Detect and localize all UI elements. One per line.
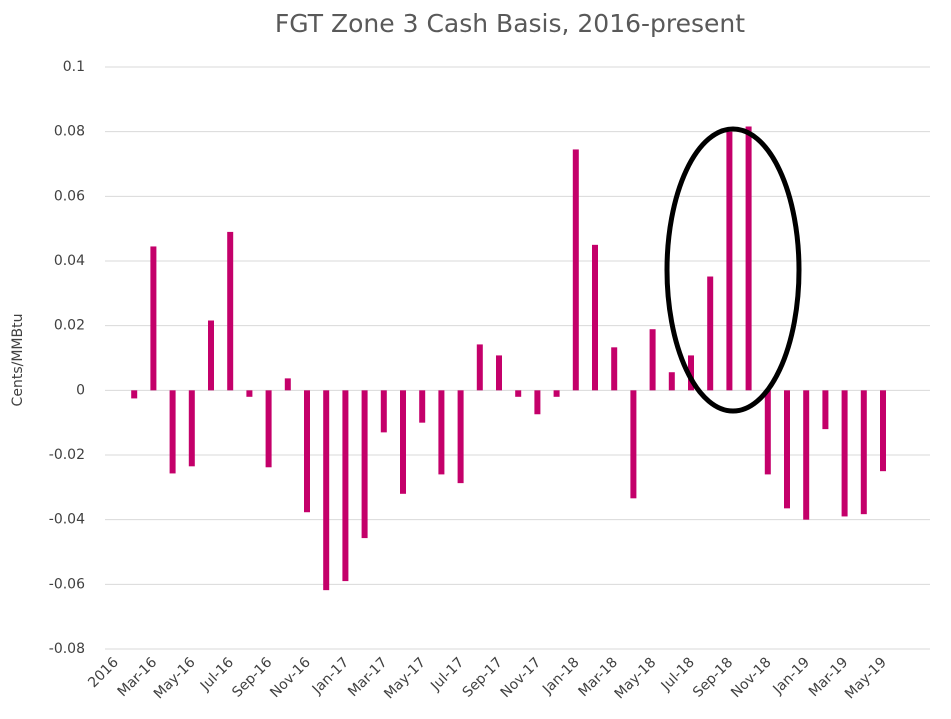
bar [457,390,464,484]
bar [169,390,176,474]
bar [323,390,330,591]
x-tick-label: Nov-16 [267,654,314,701]
bar [668,372,675,391]
x-tick-label: Nov-18 [728,655,775,702]
x-tick-label: Sep-16 [229,654,275,700]
bar [553,390,560,397]
highlight-ellipse [664,126,802,414]
y-tick-label: 0.04 [54,253,85,269]
bar [841,390,848,517]
bar [880,390,886,472]
bar [400,390,406,494]
bar [208,320,214,391]
bar [284,378,291,391]
y-tick-label: 0.1 [63,59,85,75]
x-tick-label: 2016 [85,654,122,691]
bar [150,246,157,391]
bar [784,390,790,509]
bar [438,390,445,475]
x-tick-label: May-16 [151,654,199,702]
bar [476,344,483,391]
y-axis-label: Cents/MMBtu [10,314,26,407]
x-tick-label: May-17 [381,655,429,703]
y-tick-label: 0 [76,382,85,398]
y-tick-label: 0.06 [54,188,85,204]
bar [707,276,714,391]
bar [227,231,234,391]
bar [342,390,349,582]
x-tick-label: May-18 [612,655,660,703]
bar [246,390,253,397]
x-tick-label: May-19 [842,655,890,703]
y-tick-label: -0.04 [49,512,85,528]
plot-area: -0.08 -0.06 -0.04 -0.02 0 0.02 0.04 0.06 0.08 0.1… [49,59,930,702]
bar [361,390,368,539]
bar [188,390,195,467]
bar [688,355,694,391]
bar [265,390,272,468]
bar [380,390,387,433]
bar [534,390,541,415]
bar [572,149,579,391]
x-tick-label: Jan-17 [309,655,352,698]
y-tick-label: -0.08 [49,641,85,657]
bar [419,390,426,423]
y-tick-label: -0.06 [49,576,85,592]
bar [649,329,656,391]
y-tick-label: 0.02 [54,318,85,334]
bar [764,390,771,475]
bar [860,390,867,515]
bar [515,390,522,397]
bar [592,244,598,391]
y-tick-label: -0.02 [49,447,85,463]
bar [131,390,138,399]
x-tick-label: Jan-19 [770,655,813,698]
x-tick-label: Nov-17 [498,655,545,702]
y-tick-label: 0.08 [54,124,85,140]
bar [630,390,637,499]
bar [822,390,829,430]
bar [745,126,752,391]
bar [726,131,733,391]
x-tick-label: Sep-18 [690,655,736,701]
x-tick-label: Sep-17 [460,655,506,701]
bar [304,390,310,513]
chart-title: FGT Zone 3 Cash Basis, 2016-present [275,9,745,38]
bar [496,355,502,391]
bar [611,347,618,391]
x-tick-label: Jan-18 [539,655,582,698]
bar [803,390,810,520]
